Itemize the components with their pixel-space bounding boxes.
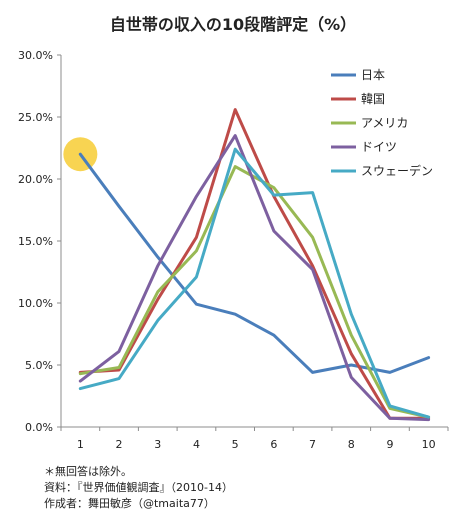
x-tick-label: 7 — [309, 438, 316, 451]
legend-label: 韓国 — [361, 92, 385, 106]
note-source: 資料：『世界価値観調査』（2010-14） — [44, 481, 233, 494]
series-line-3 — [78, 165, 431, 419]
x-tick-label: 5 — [232, 438, 239, 451]
x-tick-label: 2 — [116, 438, 123, 451]
y-tick-label: 5.0% — [25, 359, 53, 372]
x-tick-label: 1 — [77, 438, 84, 451]
legend-label: ドイツ — [361, 140, 397, 154]
note-excluded: ＊無回答は除外。 — [44, 465, 132, 478]
note-author: 作成者：舞田敏彦（@tmaita77） — [44, 497, 215, 510]
x-tick-label: 3 — [154, 438, 161, 451]
y-tick-label: 30.0% — [18, 49, 53, 62]
y-tick-label: 25.0% — [18, 111, 53, 124]
line-chart: 自世帯の収入の10段階評定（%） 0.0% 5.0% 10.0% 15.0% 20.0% 2… — [18, 15, 449, 451]
x-tick-label: 6 — [270, 438, 277, 451]
y-tick-label: 10.0% — [18, 297, 53, 310]
source-notes: ＊無回答は除外。 資料：『世界価値観調査』（2010-14） 作成者：舞田敏彦（… — [44, 464, 233, 512]
y-tick-label: 20.0% — [18, 173, 53, 186]
series-line-4 — [78, 134, 431, 422]
legend-label: スウェーデン — [361, 163, 433, 178]
x-tick-label: 10 — [422, 438, 436, 451]
series-line-5 — [78, 147, 431, 419]
x-tick-label: 8 — [348, 438, 355, 451]
y-tick-label: 0.0% — [25, 421, 53, 434]
y-tick-label: 15.0% — [18, 235, 53, 248]
series-line-2 — [78, 108, 431, 420]
x-tick-label: 4 — [193, 438, 200, 451]
chart-title: 自世帯の収入の10段階評定（%） — [110, 15, 356, 34]
legend-label: 日本 — [361, 68, 385, 82]
x-tick-label: 9 — [386, 438, 393, 451]
legend-label: アメリカ — [361, 116, 408, 130]
